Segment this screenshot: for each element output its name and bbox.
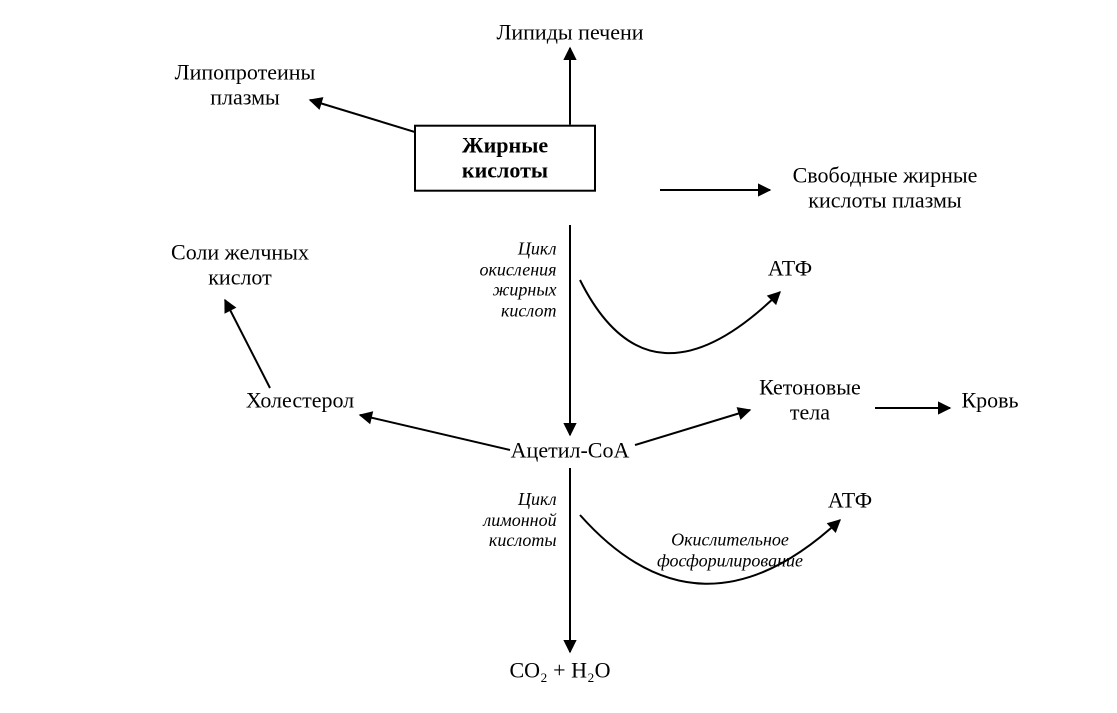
- edge-chol-to-bile: [225, 300, 270, 388]
- node-atp-2: АТФ: [828, 487, 872, 512]
- edge-betaox-to-atp: [580, 280, 780, 353]
- node-liver-lipids: Липиды печени: [496, 19, 643, 44]
- label-oxidative-phosphorylation: Окислительное фосфорилирование: [657, 529, 803, 570]
- node-lipoproteins: Липопротеины плазмы: [175, 60, 316, 111]
- diagram-stage: Липиды печени Липопротеины плазмы Жирные…: [0, 0, 1117, 713]
- node-free-fatty-acids: Свободные жирные кислоты плазмы: [793, 163, 978, 214]
- node-blood: Кровь: [961, 387, 1018, 412]
- node-bile-salts: Соли желчных кислот: [171, 240, 309, 291]
- edge-acetyl-to-ketone: [635, 410, 750, 445]
- edges-layer: [0, 0, 1117, 713]
- edge-acetyl-to-chol: [360, 415, 510, 450]
- node-ketone-bodies: Кетоновые тела: [759, 375, 861, 426]
- label-beta-oxidation: Цикл окисления жирных кислот: [480, 239, 557, 322]
- node-cholesterol: Холестерол: [246, 387, 354, 412]
- node-co2-h2o: CO₂ + H₂O: [509, 657, 610, 682]
- node-fatty-acids-box: Жирные кислоты: [414, 125, 596, 192]
- node-atp-1: АТФ: [768, 255, 812, 280]
- label-citric-acid-cycle: Цикл лимонной кислоты: [483, 489, 556, 551]
- node-acetyl-coa: Ацетил-CoA: [511, 437, 630, 462]
